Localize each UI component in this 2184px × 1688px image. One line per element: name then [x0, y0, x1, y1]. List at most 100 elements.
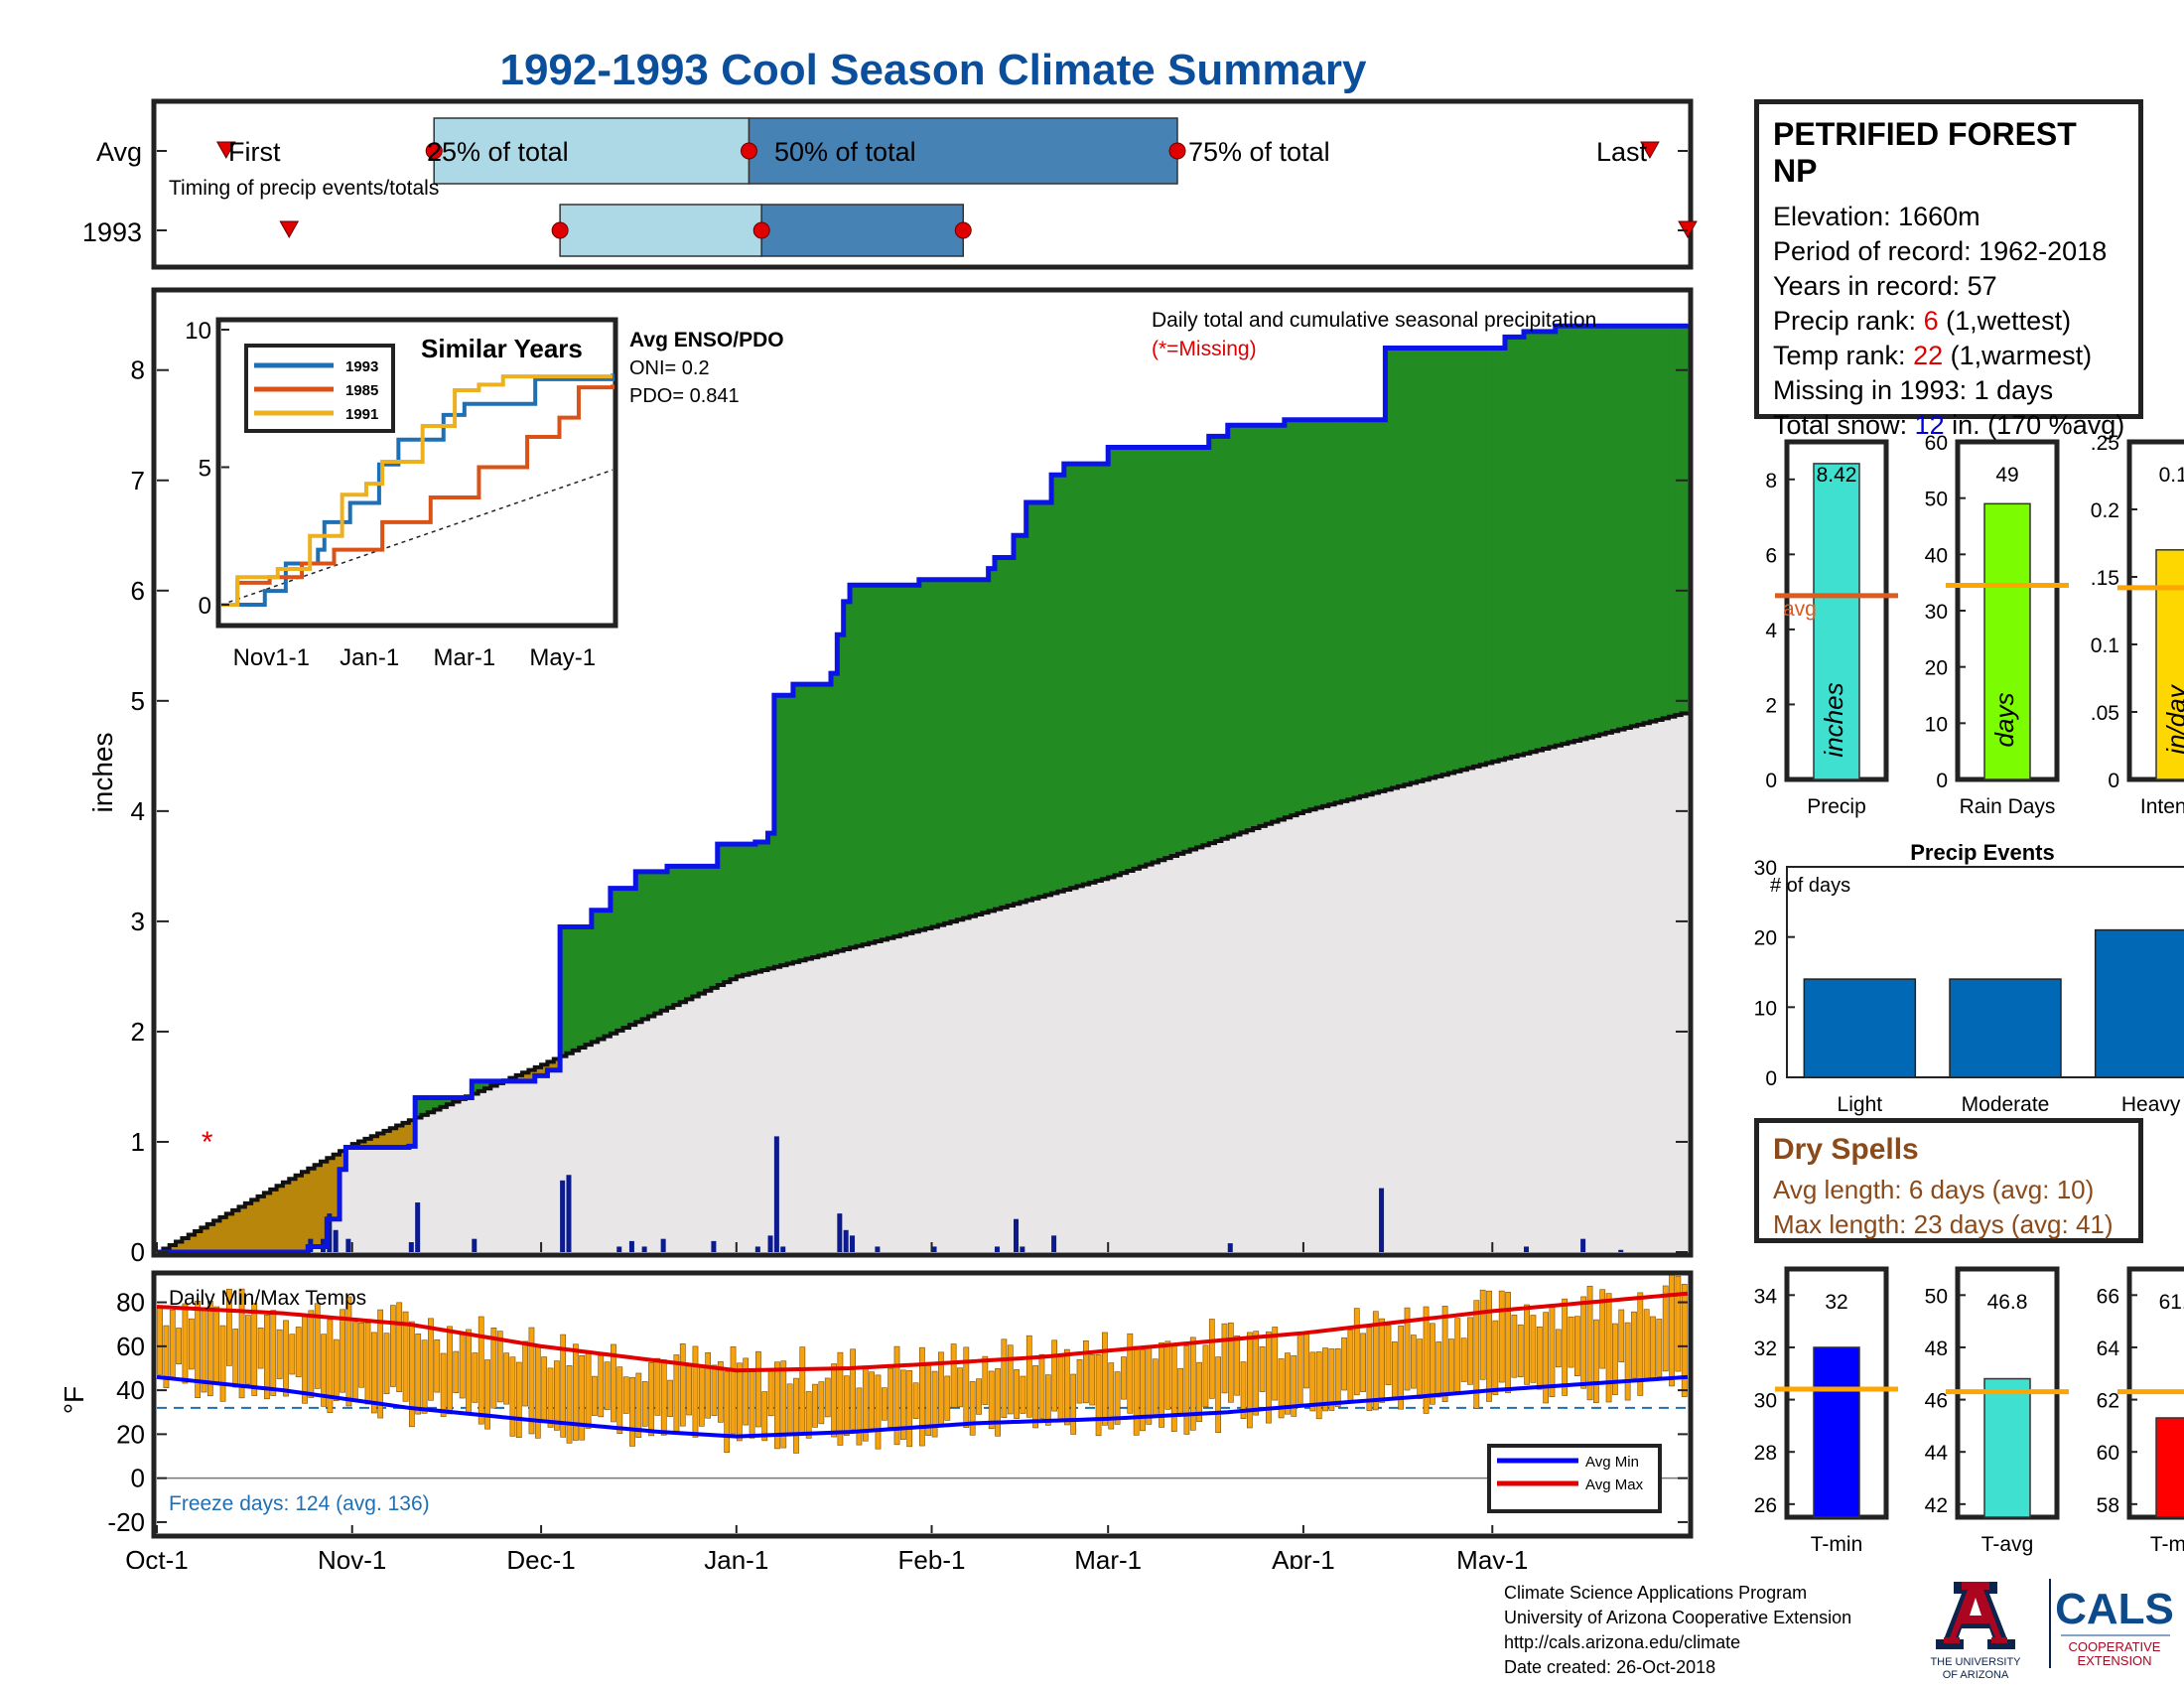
anomaly-fill: [1662, 326, 1670, 718]
daily-temp-bar: [1001, 1338, 1008, 1419]
tmax-y-label: 64: [2097, 1337, 2120, 1360]
anomaly-fill: [1586, 326, 1594, 737]
anomaly-fill: [182, 1236, 190, 1252]
anomaly-fill: [749, 844, 756, 973]
anomaly-fill: [308, 1167, 316, 1247]
legend-avg-min-label: Avg Min: [1585, 1454, 1639, 1471]
anomaly-fill: [982, 579, 990, 913]
anomaly-fill: [1152, 447, 1160, 862]
anomaly-fill: [251, 1197, 259, 1252]
intensity-y-label: 0: [2108, 770, 2119, 792]
timing-50-label: 50% of total: [774, 137, 916, 167]
daily-temp-bar: [314, 1303, 321, 1389]
precip-y-label: 8: [1765, 470, 1777, 492]
anomaly-fill: [1517, 337, 1525, 755]
anomaly-fill: [1315, 419, 1323, 807]
anomaly-fill: [944, 579, 952, 922]
anomaly-fill: [792, 684, 800, 962]
period-of-record: Period of record: 1962-2018: [1773, 236, 2108, 266]
anomaly-fill: [773, 695, 781, 966]
anomaly-fill: [1504, 337, 1512, 758]
anomaly-fill: [1133, 447, 1141, 868]
legend-label-1985: 1985: [345, 382, 378, 399]
tmin-value: 32: [1825, 1291, 1847, 1314]
anomaly-fill: [705, 866, 713, 990]
daily-temp-bar: [1568, 1316, 1574, 1368]
daily-temp-bar: [345, 1296, 352, 1407]
daily-precip-bar: [780, 1246, 786, 1252]
daily-temp-bar: [1454, 1318, 1461, 1392]
daily-temp-bar: [1007, 1344, 1014, 1415]
anomaly-fill: [295, 1174, 303, 1252]
snow-suffix: in. (170 %avg): [1944, 410, 2125, 440]
daily-temp-bar: [1266, 1331, 1272, 1424]
x-tick-label: May-1: [1456, 1545, 1528, 1569]
daily-temp-bar: [377, 1309, 384, 1419]
daily-temp-bar: [1253, 1331, 1260, 1416]
anomaly-fill: [1284, 419, 1292, 817]
events-y-label: 0: [1765, 1067, 1777, 1090]
anomaly-fill: [1101, 464, 1109, 879]
temp-rank: Temp rank: 22 (1,warmest): [1773, 339, 2124, 373]
daily-temp-bar: [1177, 1367, 1183, 1416]
daily-temp-bar: [1353, 1308, 1360, 1396]
daily-temp-bar: [496, 1331, 503, 1403]
daily-temp-bar: [995, 1368, 1001, 1437]
daily-temp-bar: [1586, 1285, 1593, 1401]
anomaly-fill: [843, 601, 851, 949]
tmax-bar: [2155, 1417, 2184, 1518]
anomaly-fill: [635, 871, 643, 1021]
timing-triangle-avg-1: [1640, 141, 1660, 160]
anomaly-fill: [1302, 419, 1310, 811]
inset-x-label: Jan-1: [340, 644, 399, 671]
anomaly-fill: [434, 1097, 442, 1109]
anomaly-fill: [692, 866, 700, 996]
tavg-bar: [1983, 1377, 2031, 1518]
snow-prefix: Total snow:: [1773, 410, 1915, 440]
anomaly-fill: [472, 1080, 479, 1093]
daily-temp-bar: [705, 1351, 712, 1419]
cals-text-2: EXTENSION: [2077, 1653, 2151, 1668]
anomaly-fill: [724, 844, 732, 981]
daily-temp-bar: [743, 1357, 750, 1426]
inset-series-1991: [221, 374, 613, 607]
x-tick-label: Dec-1: [506, 1545, 575, 1569]
daily-temp-bar: [856, 1387, 863, 1446]
anomaly-fill: [1398, 348, 1406, 786]
anomaly-fill: [1127, 447, 1135, 870]
anomaly-fill: [244, 1201, 252, 1252]
anomaly-fill: [912, 585, 920, 931]
daily-temp-bar: [774, 1361, 780, 1450]
x-tick-label: Jan-1: [704, 1545, 768, 1569]
daily-temp-bar: [837, 1351, 844, 1446]
y-tick-label: 3: [131, 907, 145, 936]
anomaly-fill: [1372, 419, 1380, 792]
daily-temp-bar: [673, 1354, 680, 1434]
daily-precip-bar: [931, 1246, 937, 1252]
anomaly-fill: [572, 926, 580, 1050]
tavg-y-label: 46: [1925, 1390, 1948, 1413]
precip-label: Precip: [1807, 795, 1866, 818]
daily-temp-bar: [1114, 1371, 1121, 1425]
inset-y-label: 5: [199, 456, 211, 483]
anomaly-fill: [1007, 557, 1015, 906]
anomaly-fill: [1297, 419, 1304, 812]
anomaly-fill: [560, 926, 568, 1055]
daily-temp-bar: [579, 1354, 586, 1441]
anomaly-fill: [1089, 464, 1097, 882]
anomaly-fill: [1511, 337, 1519, 757]
main-annotation: Daily total and cumulative seasonal prec…: [1152, 309, 1596, 332]
anomaly-fill: [604, 910, 612, 1036]
anomaly-fill: [320, 1159, 328, 1247]
avg-min-line: [156, 1374, 1689, 1439]
years-in-record: Years in record: 57: [1773, 271, 1997, 301]
anomaly-fill: [1630, 326, 1638, 726]
daily-temp-bar: [1108, 1362, 1115, 1430]
daily-precip-bar: [345, 1238, 351, 1252]
daily-temp-bar: [573, 1343, 579, 1441]
daily-temp-bar: [1650, 1316, 1656, 1380]
daily-temp-bar: [232, 1329, 239, 1388]
credit-line-2: University of Arizona Cooperative Extens…: [1504, 1608, 1852, 1627]
anomaly-fill: [1435, 348, 1443, 776]
anomaly-fill: [1530, 331, 1538, 752]
